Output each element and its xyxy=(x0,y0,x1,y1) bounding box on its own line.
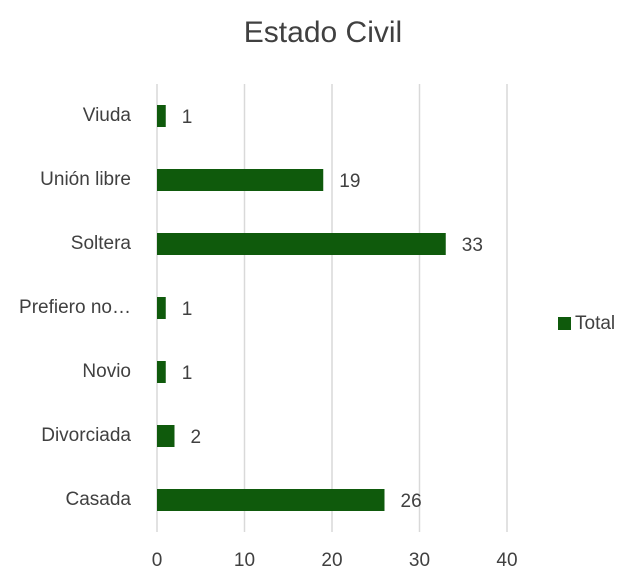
data-label: 26 xyxy=(401,491,422,512)
y-tick-label: Novio xyxy=(82,361,131,382)
y-tick-label: Casada xyxy=(66,489,132,510)
x-tick-label: 20 xyxy=(321,550,342,571)
legend-label: Total xyxy=(575,313,615,334)
legend-swatch xyxy=(558,317,571,330)
bar xyxy=(157,489,385,511)
bar xyxy=(157,233,446,255)
chart-title: Estado Civil xyxy=(244,16,402,49)
x-tick-label: 40 xyxy=(496,550,517,571)
bar xyxy=(157,297,166,319)
y-tick-label: Divorciada xyxy=(41,425,131,446)
y-tick-label: Prefiero no… xyxy=(19,297,131,318)
data-label: 19 xyxy=(339,171,360,192)
y-tick-label: Unión libre xyxy=(40,169,131,190)
bar xyxy=(157,425,175,447)
x-tick-label: 30 xyxy=(409,550,430,571)
bar xyxy=(157,169,324,191)
y-tick-label: Viuda xyxy=(83,105,132,126)
data-label: 1 xyxy=(182,363,193,384)
y-tick-label: Soltera xyxy=(71,233,132,254)
x-tick-label: 0 xyxy=(152,550,163,571)
bar xyxy=(157,105,166,127)
data-label: 33 xyxy=(462,235,483,256)
data-label: 1 xyxy=(182,107,193,128)
data-label: 2 xyxy=(191,427,202,448)
bar xyxy=(157,361,166,383)
data-label: 1 xyxy=(182,299,193,320)
x-tick-label: 10 xyxy=(234,550,255,571)
